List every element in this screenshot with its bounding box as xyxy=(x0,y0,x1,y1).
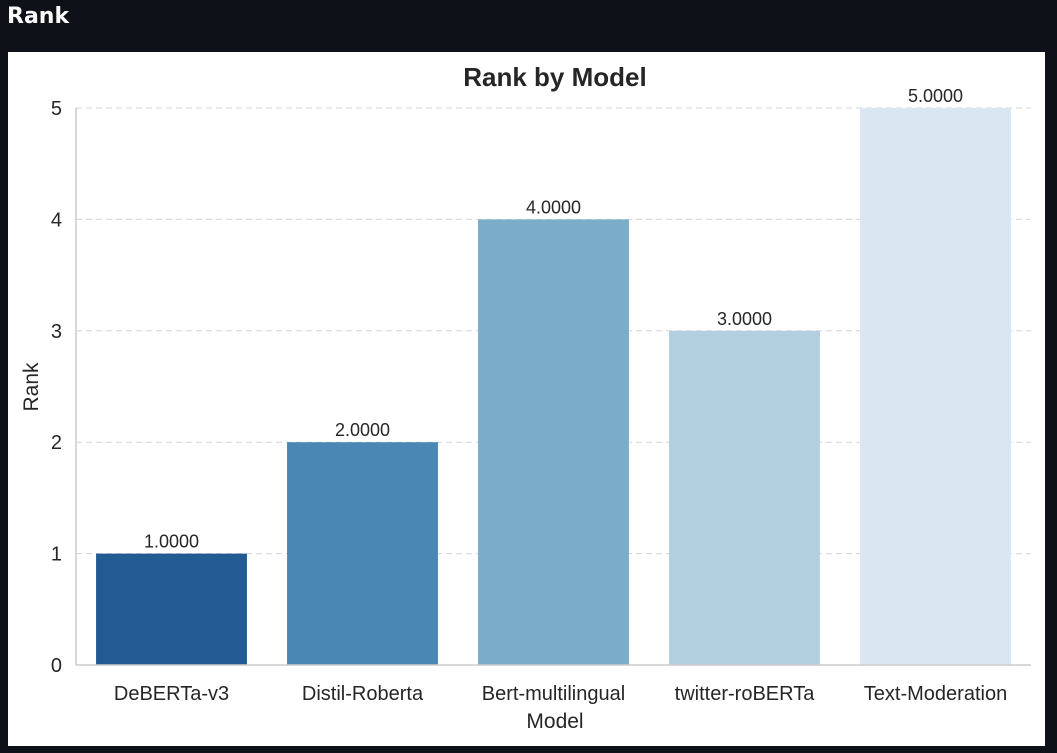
x-axis-label: Model xyxy=(526,710,583,733)
bars: 1.0000 2.0000 4.0000 3.0000 5.0000 xyxy=(96,86,1011,665)
y-tick-label: 4 xyxy=(51,209,62,231)
x-tick-label: Bert-multilingual xyxy=(482,683,625,705)
page-title: Rank xyxy=(7,4,70,29)
y-tick-label: 1 xyxy=(51,544,62,566)
y-tick-label: 5 xyxy=(51,98,62,120)
x-tick-label: Distil-Roberta xyxy=(302,683,424,705)
bar-value-label: 5.0000 xyxy=(908,86,963,106)
bar xyxy=(860,108,1011,665)
x-tick-label: Text-Moderation xyxy=(864,683,1007,705)
bar-value-label: 1.0000 xyxy=(144,532,199,552)
bar xyxy=(287,442,438,665)
y-tick-label: 0 xyxy=(51,655,62,677)
bar xyxy=(669,330,820,665)
bar xyxy=(478,219,629,665)
bar xyxy=(96,553,247,665)
bar-value-label: 4.0000 xyxy=(526,197,581,217)
bar-chart: 1.0000 2.0000 4.0000 3.0000 5.0000 0 1 2 3 4 5 DeB… xyxy=(20,62,1031,733)
chart-card: 1.0000 2.0000 4.0000 3.0000 5.0000 0 1 2 3 4 5 DeB… xyxy=(8,52,1045,746)
x-tick-label: twitter-roBERTa xyxy=(675,683,816,705)
y-tick-label: 3 xyxy=(51,321,62,343)
x-tick-label: DeBERTa-v3 xyxy=(114,683,229,705)
bar-value-label: 3.0000 xyxy=(717,309,772,329)
axes: 0 1 2 3 4 5 DeBERTa-v3 Distil-Roberta Bert-multi… xyxy=(51,98,1031,705)
bar-value-label: 2.0000 xyxy=(335,420,390,440)
y-tick-label: 2 xyxy=(51,432,62,454)
chart-title: Rank by Model xyxy=(463,62,646,92)
y-axis-label: Rank xyxy=(20,362,43,412)
